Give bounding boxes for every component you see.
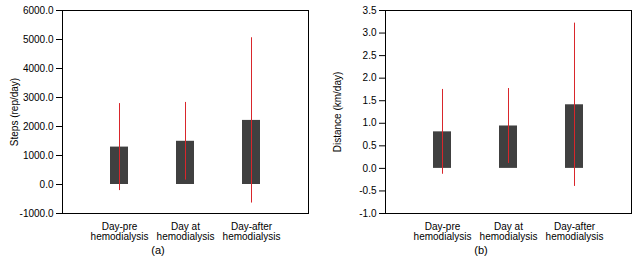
svg-text:Steps (rep/day): Steps (rep/day) <box>9 78 20 146</box>
svg-text:-1000.0: -1000.0 <box>20 208 54 219</box>
svg-text:0.0: 0.0 <box>363 163 377 174</box>
svg-text:3000.0: 3000.0 <box>23 92 54 103</box>
html-text:(b): (b) <box>474 244 488 256</box>
svg-text:0.5: 0.5 <box>363 140 377 151</box>
svg-text:2.5: 2.5 <box>363 50 377 61</box>
svg-text:-0.5: -0.5 <box>359 185 377 196</box>
svg-text:Day-prehemodialysis: Day-prehemodialysis <box>414 221 472 242</box>
svg-text:2000.0: 2000.0 <box>23 121 54 132</box>
svg-text:Day-afterhemodialysis: Day-afterhemodialysis <box>223 221 281 242</box>
html-text:(a): (a) <box>151 244 165 256</box>
svg-text:2.0: 2.0 <box>363 72 377 83</box>
svg-text:1000.0: 1000.0 <box>23 150 54 161</box>
svg-text:Day athemodialysis: Day athemodialysis <box>480 221 538 242</box>
svg-text:Distance (km/day): Distance (km/day) <box>332 72 343 153</box>
svg-text:3.5: 3.5 <box>363 5 377 16</box>
svg-text:Day-afterhemodialysis: Day-afterhemodialysis <box>546 221 604 242</box>
svg-text:3.0: 3.0 <box>363 27 377 38</box>
svg-text:4000.0: 4000.0 <box>23 63 54 74</box>
svg-text:0.0: 0.0 <box>40 179 54 190</box>
svg-text:-1.0: -1.0 <box>359 208 377 219</box>
svg-text:Day athemodialysis: Day athemodialysis <box>157 221 215 242</box>
svg-text:1.0: 1.0 <box>363 117 377 128</box>
svg-text:6000.0: 6000.0 <box>23 5 54 16</box>
svg-text:1.5: 1.5 <box>363 95 377 106</box>
svg-text:Day-prehemodialysis: Day-prehemodialysis <box>91 221 149 242</box>
svg-text:5000.0: 5000.0 <box>23 34 54 45</box>
